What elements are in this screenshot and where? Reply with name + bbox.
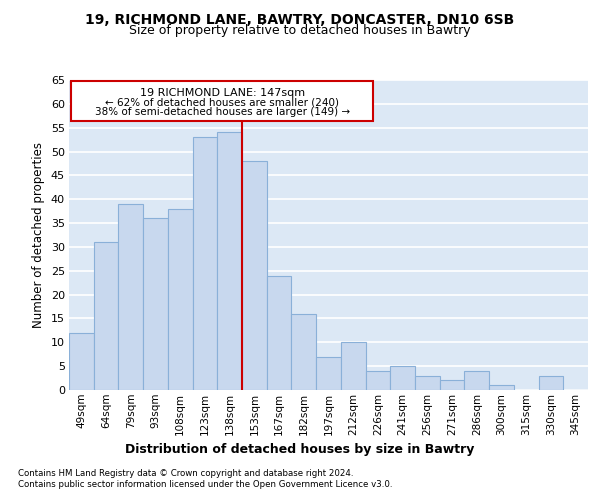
Bar: [242, 161, 267, 390]
Text: Contains public sector information licensed under the Open Government Licence v3: Contains public sector information licen…: [18, 480, 392, 489]
Bar: [390, 366, 415, 390]
Bar: [440, 380, 464, 390]
Bar: [168, 209, 193, 390]
Bar: [316, 356, 341, 390]
Bar: [217, 132, 242, 390]
Bar: [489, 385, 514, 390]
Bar: [267, 276, 292, 390]
Bar: [292, 314, 316, 390]
Text: ← 62% of detached houses are smaller (240): ← 62% of detached houses are smaller (24…: [105, 98, 339, 108]
Text: 19, RICHMOND LANE, BAWTRY, DONCASTER, DN10 6SB: 19, RICHMOND LANE, BAWTRY, DONCASTER, DN…: [85, 12, 515, 26]
Bar: [69, 333, 94, 390]
Bar: [118, 204, 143, 390]
Text: Contains HM Land Registry data © Crown copyright and database right 2024.: Contains HM Land Registry data © Crown c…: [18, 469, 353, 478]
Bar: [341, 342, 365, 390]
Bar: [143, 218, 168, 390]
Bar: [464, 371, 489, 390]
Bar: [94, 242, 118, 390]
Text: Size of property relative to detached houses in Bawtry: Size of property relative to detached ho…: [129, 24, 471, 37]
Bar: [539, 376, 563, 390]
Text: 19 RICHMOND LANE: 147sqm: 19 RICHMOND LANE: 147sqm: [140, 88, 305, 98]
FancyBboxPatch shape: [71, 81, 373, 120]
Bar: [193, 137, 217, 390]
Text: Distribution of detached houses by size in Bawtry: Distribution of detached houses by size …: [125, 442, 475, 456]
Bar: [415, 376, 440, 390]
Y-axis label: Number of detached properties: Number of detached properties: [32, 142, 45, 328]
Bar: [365, 371, 390, 390]
Text: 38% of semi-detached houses are larger (149) →: 38% of semi-detached houses are larger (…: [95, 107, 350, 117]
